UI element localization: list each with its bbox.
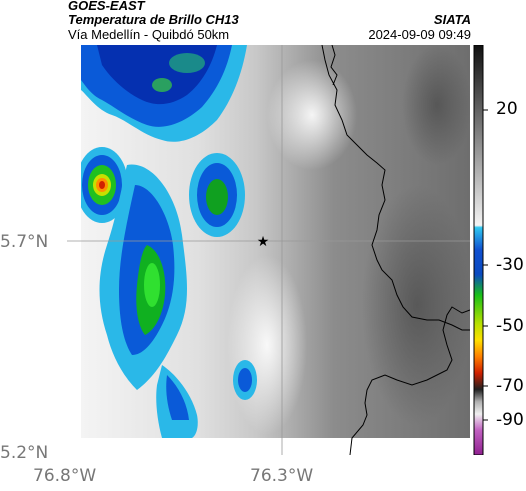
agency-label: SIATA xyxy=(433,12,471,27)
route-subtitle: Vía Medellín - Quibdó 50km xyxy=(68,27,230,42)
colorbar-tick-minus70: -70 xyxy=(496,376,524,396)
x-tick-label-76.3: 76.3°W xyxy=(250,466,314,486)
north-border xyxy=(330,45,338,86)
location-star-marker: ★ xyxy=(257,234,270,250)
cloud-top-cluster-north xyxy=(81,45,247,142)
timestamp: 2024-09-09 09:49 xyxy=(368,27,471,42)
cloud-top-central-band xyxy=(99,164,187,390)
colorbar-tick-20: 20 xyxy=(496,99,518,119)
y-tick-label-5.2: 5.2°N xyxy=(0,443,49,463)
cloud-top-west-cell xyxy=(76,147,128,223)
colorbar-tick-minus90: -90 xyxy=(496,410,524,430)
x-tick-label-76.8: 76.8°W xyxy=(33,466,97,486)
municipal-border xyxy=(349,306,470,455)
department-border xyxy=(321,45,470,331)
colorbar-tick-minus30: -30 xyxy=(496,255,524,275)
cloud-top-east-cell xyxy=(189,153,245,237)
satellite-title: GOES-EAST xyxy=(68,0,145,13)
colorbar xyxy=(473,45,488,455)
y-tick-label-5.7: 5.7°N xyxy=(0,232,49,252)
cloud-top-south-tail xyxy=(156,360,257,438)
product-title: Temperatura de Brillo CH13 xyxy=(68,12,239,27)
brightness-temperature-map: ★ xyxy=(67,45,470,455)
colorbar-tick-minus50: -50 xyxy=(496,316,524,336)
